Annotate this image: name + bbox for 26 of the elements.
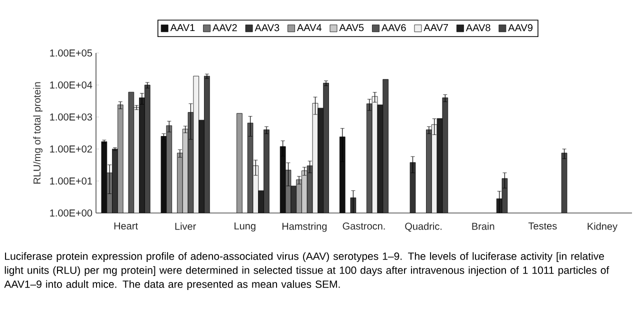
x-tick-label: Testes <box>528 222 557 230</box>
y-axis-title: RLU/mg of total protein <box>33 82 42 184</box>
legend-label: AAV1 <box>170 24 195 32</box>
x-tick-label: Lung <box>234 222 256 232</box>
y-tick-label: 1.00E+00 <box>50 209 92 217</box>
y-tick-label: 1.00E+02 <box>50 145 92 153</box>
legend-label: AAV8 <box>466 24 490 32</box>
x-tick-label: Kidney <box>588 222 618 232</box>
legend-label: AAV3 <box>254 24 280 32</box>
text: Luciferase protein expression profile of adeno-associated virus (AAV) serotypes 1–9. The levels of luciferase activity [in relative light units (RLU) per mg protein] were determined in selected tissue at 100 days after intravenous injection of 1 1011 particles of AAV1–9 into adult mice. The data are presented as mean values SEM. <box>4 252 610 290</box>
x-tick-label: Gastrocn. <box>342 222 385 230</box>
legend-label: AAV4 <box>296 24 322 32</box>
x-tick-label: Heart <box>114 222 138 230</box>
legend-label: AAV7 <box>424 24 448 32</box>
x-tick-label: Brain <box>472 222 494 230</box>
legend-label: AAV6 <box>381 24 406 32</box>
y-tick-label: 1.00E+01 <box>50 177 92 185</box>
y-tick-label: 1.00E+03 <box>50 113 92 121</box>
legend-label: AAV2 <box>212 24 237 32</box>
x-tick-label: Hamstring <box>282 222 327 232</box>
legend-label: AAV9 <box>508 24 532 32</box>
x-tick-label: Quadric. <box>405 222 442 232</box>
y-tick-label: 1.00E+05 <box>50 49 92 57</box>
x-tick-label: Liver <box>175 222 196 230</box>
legend-label: AAV5 <box>339 24 364 32</box>
y-tick-label: 1.00E+04 <box>50 81 92 89</box>
